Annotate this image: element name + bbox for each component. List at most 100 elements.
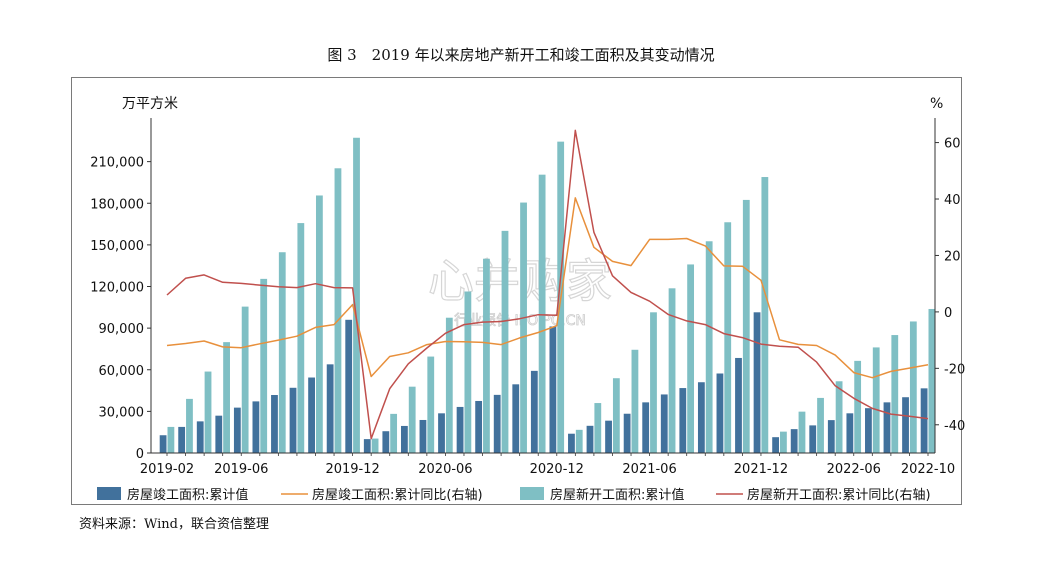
new-start-bar bbox=[817, 397, 824, 453]
new-start-bar bbox=[631, 349, 639, 453]
legend-label: 房屋新开工面积:累计同比(右轴) bbox=[747, 487, 931, 503]
right-tick-label: 40 bbox=[944, 193, 961, 208]
new-start-bar bbox=[705, 241, 713, 453]
legend-swatch-bar bbox=[97, 487, 121, 500]
legend-swatch-bar bbox=[520, 487, 544, 500]
axes-layer: 0 30,000 60,000 90,000 120,000 150,000 180,000… bbox=[90, 118, 965, 477]
new-start-bar bbox=[538, 174, 546, 454]
new-start-bar bbox=[835, 381, 843, 453]
completion-bar bbox=[920, 388, 928, 453]
completion-yoy-line bbox=[166, 197, 929, 379]
new-start-bar bbox=[297, 223, 305, 453]
completion-bar bbox=[363, 439, 371, 453]
right-tick-label: 20 bbox=[944, 249, 961, 264]
new-start-bar bbox=[650, 312, 657, 453]
left-axis-label: 万平方米 bbox=[122, 96, 178, 112]
new-start-bar bbox=[315, 195, 323, 454]
completion-bar bbox=[605, 420, 612, 453]
new-start-bar bbox=[501, 230, 509, 453]
new-start-bar bbox=[742, 199, 750, 453]
completion-bar bbox=[753, 312, 761, 453]
new-start-bar bbox=[334, 168, 342, 453]
legend: 房屋竣工面积:累计值 房屋竣工面积:累计同比(右轴) 房屋新开工面积:累计值 房屋新开… bbox=[97, 487, 931, 503]
left-tick-label: 180,000 bbox=[90, 197, 144, 212]
source-note: 资料来源：Wind，联合资信整理 bbox=[79, 517, 269, 532]
new-start-bar bbox=[761, 177, 769, 453]
new-start-bar bbox=[909, 321, 917, 453]
x-tick-label: 2020-06 bbox=[418, 462, 472, 477]
completion-bar bbox=[846, 413, 854, 453]
new-start-bar bbox=[854, 360, 862, 453]
x-tick-label: 2021-12 bbox=[734, 462, 788, 477]
new-start-bar bbox=[427, 356, 435, 453]
right-tick-label: -20 bbox=[944, 362, 965, 377]
x-tick-label: 2022-10 bbox=[901, 462, 955, 477]
completion-bar bbox=[549, 326, 557, 453]
right-tick-label: -40 bbox=[944, 419, 965, 434]
new-start-bar bbox=[724, 222, 732, 453]
completion-bar bbox=[178, 426, 186, 453]
new-start-bar bbox=[390, 413, 398, 453]
chart-frame bbox=[71, 77, 962, 505]
completion-bar bbox=[623, 413, 631, 453]
left-tick-label: 60,000 bbox=[99, 364, 145, 379]
new-start-bar bbox=[464, 291, 472, 453]
new-start-bar bbox=[186, 398, 193, 453]
left-tick-label: 210,000 bbox=[90, 156, 144, 171]
watermark-subtext: 行业报告 IPOIPO.CN bbox=[454, 313, 586, 329]
completion-bar bbox=[716, 373, 724, 453]
new-start-bar bbox=[260, 278, 268, 453]
completion-bar bbox=[382, 431, 390, 453]
left-tick-label: 120,000 bbox=[90, 281, 144, 296]
completion-bar bbox=[271, 395, 278, 453]
new-start-bar bbox=[204, 371, 212, 453]
right-tick-label: 0 bbox=[944, 306, 952, 321]
new-start-bar bbox=[891, 335, 899, 453]
completion-bar bbox=[902, 397, 909, 453]
completion-bar bbox=[456, 406, 464, 453]
lines-layer bbox=[166, 129, 929, 440]
new-start-bar bbox=[872, 347, 880, 453]
completion-bar bbox=[790, 429, 798, 453]
new-start-bar bbox=[520, 202, 527, 453]
completion-bar bbox=[215, 415, 223, 453]
completion-bar bbox=[679, 388, 687, 453]
new-start-bar bbox=[612, 378, 620, 453]
completion-bar bbox=[568, 433, 575, 453]
legend-label: 房屋竣工面积:累计值 bbox=[127, 487, 248, 503]
left-tick-label: 30,000 bbox=[99, 405, 145, 420]
completion-bar bbox=[475, 400, 483, 453]
figure-title: 图 3 2019 年以来房地产新开工和竣工面积及其变动情况 bbox=[327, 46, 715, 64]
new-start-bar bbox=[928, 308, 936, 453]
x-tick-label: 2020-12 bbox=[530, 462, 584, 477]
new-start-bar bbox=[668, 288, 676, 453]
completion-bar bbox=[493, 394, 501, 453]
completion-bar bbox=[252, 401, 260, 453]
new-start-bar bbox=[780, 431, 787, 453]
completion-bar bbox=[772, 437, 780, 453]
new-start-bar bbox=[241, 306, 249, 453]
right-tick-label: 60 bbox=[944, 137, 961, 152]
new-start-bar bbox=[371, 438, 379, 453]
completion-bar bbox=[530, 370, 538, 453]
completion-bar bbox=[289, 387, 297, 453]
new-start-bar bbox=[798, 411, 806, 453]
new-start-bar bbox=[445, 317, 453, 453]
completion-bar bbox=[697, 382, 705, 453]
completion-bar bbox=[159, 435, 167, 453]
legend-label: 房屋竣工面积:累计同比(右轴) bbox=[312, 487, 483, 503]
right-axis-label: % bbox=[930, 96, 943, 112]
left-tick-label: 0 bbox=[136, 447, 144, 462]
completion-bar bbox=[196, 421, 204, 453]
completion-bar bbox=[586, 425, 594, 453]
completion-bar bbox=[809, 425, 817, 453]
x-tick-label: 2019-06 bbox=[214, 462, 268, 477]
completion-bar bbox=[326, 364, 334, 453]
new-start-bar bbox=[594, 403, 602, 453]
completion-bar bbox=[735, 357, 742, 453]
completion-bar bbox=[400, 425, 408, 453]
new-start-bar bbox=[575, 429, 583, 453]
new-start-bar bbox=[278, 252, 286, 453]
completion-bar bbox=[865, 408, 872, 453]
